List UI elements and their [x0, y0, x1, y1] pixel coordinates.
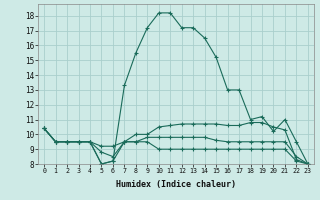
X-axis label: Humidex (Indice chaleur): Humidex (Indice chaleur) — [116, 180, 236, 189]
